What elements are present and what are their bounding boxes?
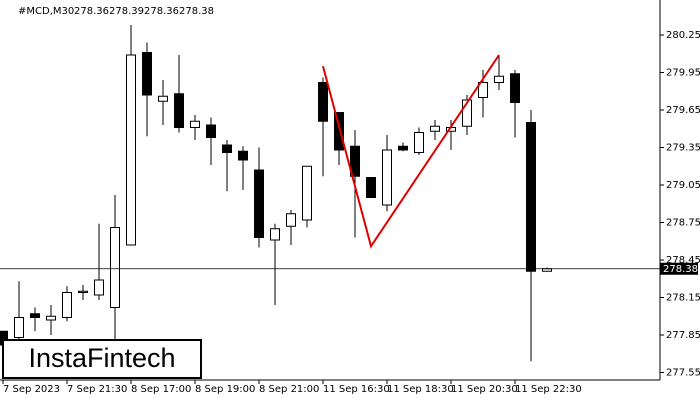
y-tick-label: 279.95 [666, 68, 700, 79]
candle [526, 110, 536, 362]
candle [94, 223, 104, 300]
candle-body [414, 132, 424, 153]
candle [366, 177, 376, 198]
candle [302, 165, 312, 228]
x-tick-label: 11 Sep 18:30 [387, 384, 454, 395]
candle [398, 142, 408, 152]
y-tick-label: 277.55 [666, 368, 700, 379]
candle [206, 117, 216, 165]
x-tick-label: 7 Sep 21:30 [67, 384, 127, 395]
candle [30, 307, 40, 332]
candle [382, 135, 392, 212]
candle-body [174, 93, 184, 128]
candle [78, 285, 88, 300]
candle-body [238, 150, 248, 161]
candle-body [94, 279, 104, 296]
candle-body [430, 125, 440, 132]
candle [318, 77, 328, 177]
candle-body [286, 213, 296, 227]
candle-body [398, 145, 408, 151]
x-tick-label: 11 Sep 16:30 [323, 384, 390, 395]
candle [286, 210, 296, 245]
candle-body [142, 52, 152, 96]
candle [334, 112, 344, 165]
candle [126, 25, 136, 246]
candle [430, 120, 440, 140]
candle-body [190, 120, 200, 128]
x-tick-label: 11 Sep 20:30 [451, 384, 518, 395]
header: #MCD,M30 278.36 278.39 278.36 278.38 [18, 6, 214, 17]
candle-body [526, 122, 536, 272]
candle-body [206, 124, 216, 138]
candle-body [46, 315, 56, 321]
header-low: 278.36 [144, 6, 179, 17]
header-close: 278.38 [179, 6, 214, 17]
candle-body [30, 313, 40, 318]
symbol: #MCD,M30 [18, 6, 74, 17]
candle [238, 146, 248, 190]
candle-body [382, 149, 392, 206]
candle-body [14, 317, 24, 338]
candle [254, 147, 264, 248]
candle [494, 55, 504, 90]
header-open: 278.36 [74, 6, 109, 17]
candle [270, 223, 280, 305]
candle [158, 80, 168, 125]
candle [142, 42, 152, 137]
x-tick-label: 8 Sep 21:00 [259, 384, 319, 395]
candle [414, 127, 424, 155]
candle-body [126, 54, 136, 246]
candle-body [366, 177, 376, 198]
y-tick-label: 277.85 [666, 330, 700, 341]
y-tick-label: 278.45 [666, 255, 700, 266]
candle-body [478, 82, 488, 98]
plot-area [0, 25, 552, 362]
candle-body [350, 145, 360, 177]
x-tick-label: 11 Sep 22:30 [515, 384, 582, 395]
y-tick-label: 279.05 [666, 180, 700, 191]
y-tick-label: 278.75 [666, 218, 700, 229]
candle [14, 281, 24, 345]
candle [222, 140, 232, 192]
candle [510, 70, 520, 138]
candle-body [158, 95, 168, 102]
y-tick-label: 278.15 [666, 293, 700, 304]
pattern-line [322, 54, 500, 249]
y-tick-label: 279.65 [666, 105, 700, 116]
price-label-box [660, 262, 698, 275]
candle-body [494, 75, 504, 83]
candle-body [334, 112, 344, 151]
x-tick-label: 8 Sep 19:00 [195, 384, 255, 395]
candle-body [318, 82, 328, 122]
candle-body [62, 292, 72, 318]
watermark-box [2, 339, 202, 379]
price-label: 278.38 [663, 264, 698, 275]
y-tick-label: 279.35 [666, 143, 700, 154]
candle [110, 195, 120, 345]
candle [190, 115, 200, 140]
candle-body [302, 165, 312, 221]
candle [46, 305, 56, 335]
x-tick-label: 7 Sep 2023 [3, 384, 60, 395]
header-high: 278.39 [109, 6, 144, 17]
x-tick-label: 8 Sep 17:00 [131, 384, 191, 395]
candle [174, 55, 184, 133]
candle-body [462, 99, 472, 127]
candle-body [254, 169, 264, 238]
y-tick-label: 280.25 [666, 30, 700, 41]
candle-body [110, 227, 120, 308]
candle [62, 286, 72, 322]
candle-body [78, 290, 88, 293]
watermark: InstaFintech [28, 343, 175, 373]
candle-body [510, 73, 520, 103]
candle-body [270, 228, 280, 241]
candle-body [222, 144, 232, 153]
